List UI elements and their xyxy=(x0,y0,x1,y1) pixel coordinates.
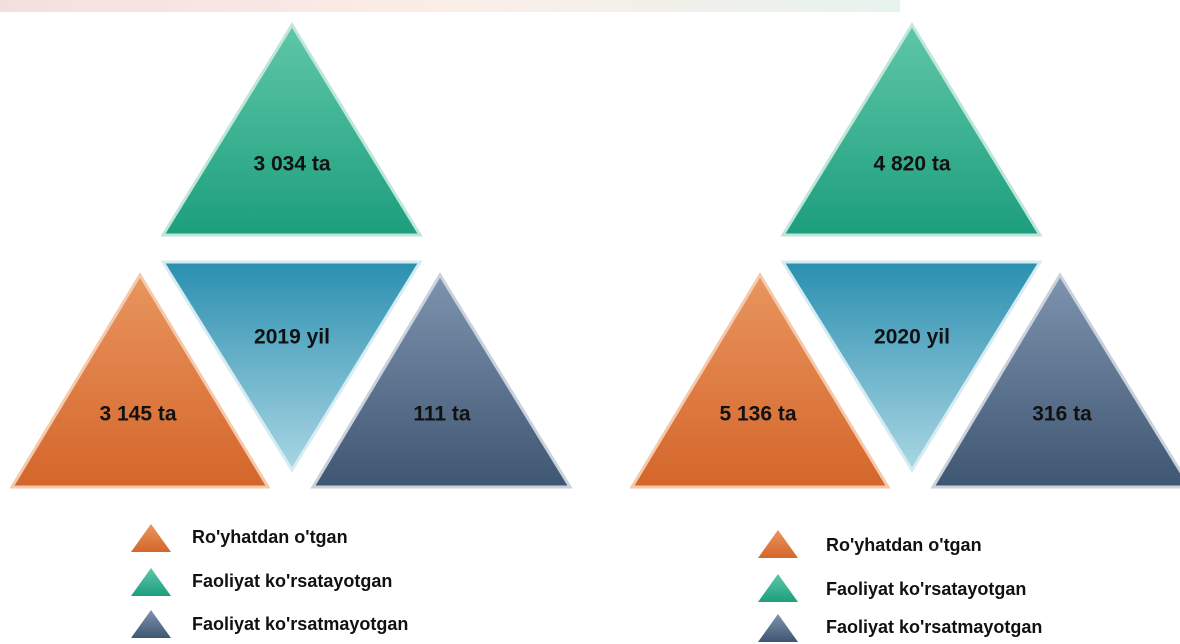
legend-label: Faoliyat ko'rsatayotgan xyxy=(826,579,1026,599)
legend-label: Ro'yhatdan o'tgan xyxy=(192,527,348,547)
legend-swatch xyxy=(131,610,171,638)
active-value: 3 034 ta xyxy=(253,153,330,176)
inactive-value: 111 ta xyxy=(413,403,471,426)
top-band xyxy=(0,0,900,12)
active-value: 4 820 ta xyxy=(873,153,950,176)
inactive-value: 316 ta xyxy=(1032,403,1092,426)
legend-swatch xyxy=(758,574,798,602)
legend-right: Ro'yhatdan o'tgan Faoliyat ko'rsatayotga… xyxy=(758,530,1042,642)
year-label: 2019 yil xyxy=(254,326,330,349)
panel-2019 xyxy=(10,23,572,489)
registered-value: 5 136 ta xyxy=(719,403,796,426)
legend-swatch xyxy=(758,614,798,642)
legend-label: Faoliyat ko'rsatayotgan xyxy=(192,571,392,591)
legend-swatch xyxy=(131,524,171,552)
legend-swatch xyxy=(131,568,171,596)
legend-label: Faoliyat ko'rsatmayotgan xyxy=(826,617,1042,637)
registered-value: 3 145 ta xyxy=(99,403,176,426)
legend-swatch xyxy=(758,530,798,558)
year-label: 2020 yil xyxy=(874,326,950,349)
legend-label: Faoliyat ko'rsatmayotgan xyxy=(192,614,408,634)
legend-left: Ro'yhatdan o'tgan Faoliyat ko'rsatayotga… xyxy=(131,524,408,638)
panel-2020 xyxy=(630,23,1180,489)
legend-label: Ro'yhatdan o'tgan xyxy=(826,535,982,555)
